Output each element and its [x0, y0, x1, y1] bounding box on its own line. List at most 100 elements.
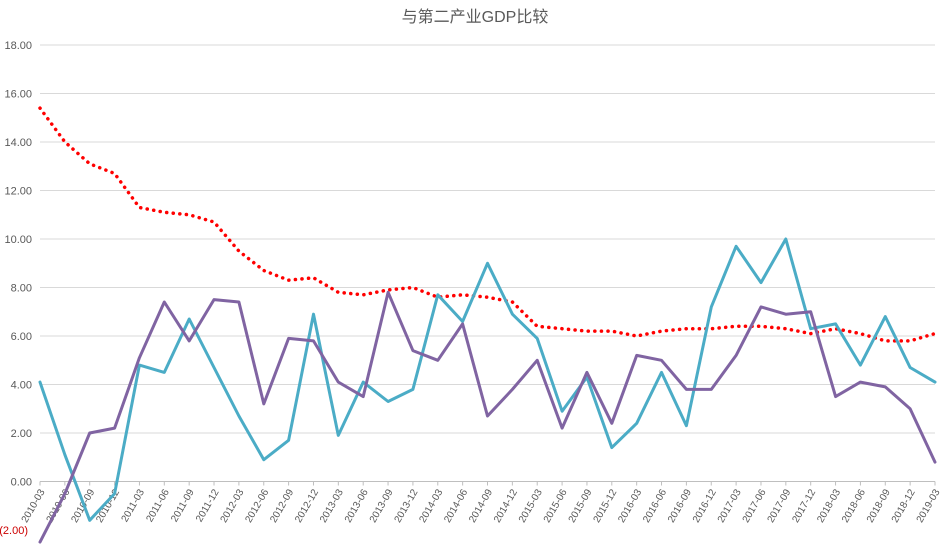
y-tick-label: 14.00	[4, 137, 32, 149]
series-2-point	[337, 434, 340, 437]
series-2-point	[760, 281, 763, 284]
series-3-point	[88, 432, 91, 435]
series-3-point	[163, 301, 166, 304]
series-1-point	[735, 325, 738, 328]
series-2-point	[859, 364, 862, 367]
series-2-point	[735, 245, 738, 248]
series-3-point	[337, 381, 340, 384]
series-2-point	[88, 519, 91, 522]
series-1-point	[511, 301, 514, 304]
series-2-point	[610, 446, 613, 449]
series-3-point	[859, 381, 862, 384]
chart-title: 与第二产业GDP比较	[402, 8, 549, 26]
series-1-point	[411, 286, 414, 289]
series-3-point	[287, 337, 290, 340]
series-3-point	[884, 385, 887, 388]
series-1-point	[188, 213, 191, 216]
series-3-point	[710, 388, 713, 391]
series-lines	[38, 106, 937, 544]
series-1-point	[809, 332, 812, 335]
series-2-point	[710, 305, 713, 308]
series-3-point	[809, 310, 812, 313]
series-3-point	[760, 305, 763, 308]
series-3-point	[387, 291, 390, 294]
y-tick-label: 2.00	[11, 428, 32, 440]
y-tick-label: 12.00	[4, 186, 32, 198]
series-3-point	[511, 388, 514, 391]
series-1-point	[909, 339, 912, 342]
series-3-point	[610, 422, 613, 425]
series-1-point	[685, 327, 688, 330]
series-3-point	[436, 359, 439, 362]
series-3-point	[312, 339, 315, 342]
series-3-point	[784, 313, 787, 316]
series-2-point	[188, 318, 191, 321]
series-2-point	[909, 366, 912, 369]
series-1-point	[486, 296, 489, 299]
series-3-point	[138, 356, 141, 359]
series-3-point	[113, 427, 116, 430]
series-3-point	[188, 339, 191, 342]
series-2-point	[436, 293, 439, 296]
series-3-point	[585, 371, 588, 374]
series-2-point	[63, 453, 66, 456]
series-3-point	[934, 461, 937, 464]
y-tick-label: 8.00	[11, 283, 32, 295]
series-1-point	[561, 327, 564, 330]
series-line-2	[38, 237, 937, 522]
series-1-point	[88, 162, 91, 165]
series-2-point	[884, 315, 887, 318]
series-1-point	[163, 211, 166, 214]
series-line-1	[38, 106, 937, 343]
series-3-point	[536, 359, 539, 362]
series-2-point	[287, 439, 290, 442]
series-3-point	[262, 402, 265, 405]
series-3-point	[411, 349, 414, 352]
series-3-point	[461, 322, 464, 325]
y-tick-label: 6.00	[11, 331, 32, 343]
gridlines	[40, 44, 935, 434]
series-3-point	[660, 359, 663, 362]
series-3-point	[685, 388, 688, 391]
series-2-point	[511, 313, 514, 316]
series-1-point	[710, 327, 713, 330]
series-1-point	[262, 269, 265, 272]
series-2-point	[262, 458, 265, 461]
series-1-point	[610, 330, 613, 333]
series-1-point	[784, 327, 787, 330]
series-1-point	[585, 330, 588, 333]
series-2-point	[387, 400, 390, 403]
series-1-point	[39, 107, 42, 110]
series-3-point	[635, 354, 638, 357]
series-3-point	[362, 395, 365, 398]
series-2-point	[784, 238, 787, 241]
series-1-point	[635, 335, 638, 338]
series-1-point	[536, 325, 539, 328]
series-1-point	[113, 172, 116, 175]
y-tick-label: 10.00	[4, 234, 32, 246]
series-2-point	[411, 388, 414, 391]
series-3-point	[834, 395, 837, 398]
y-tick-label: 0.00	[11, 477, 32, 489]
series-1-point	[138, 206, 141, 209]
y-tick-label: (2.00)	[0, 525, 28, 537]
series-1-point	[362, 293, 365, 296]
series-1-point	[63, 141, 66, 144]
series-2-point	[113, 492, 116, 495]
series-line-3	[38, 290, 937, 544]
series-1-point	[461, 293, 464, 296]
series-2-point	[809, 327, 812, 330]
series-1-point	[312, 276, 315, 279]
series-1-point	[760, 325, 763, 328]
series-2-point	[39, 381, 42, 384]
y-tick-label: 16.00	[4, 89, 32, 101]
series-3-point	[735, 354, 738, 357]
series-2-point	[635, 422, 638, 425]
series-2-point	[486, 262, 489, 265]
y-tick-label: 18.00	[4, 40, 32, 52]
series-2-point	[213, 366, 216, 369]
series-2-point	[685, 424, 688, 427]
series-2-point	[536, 337, 539, 340]
